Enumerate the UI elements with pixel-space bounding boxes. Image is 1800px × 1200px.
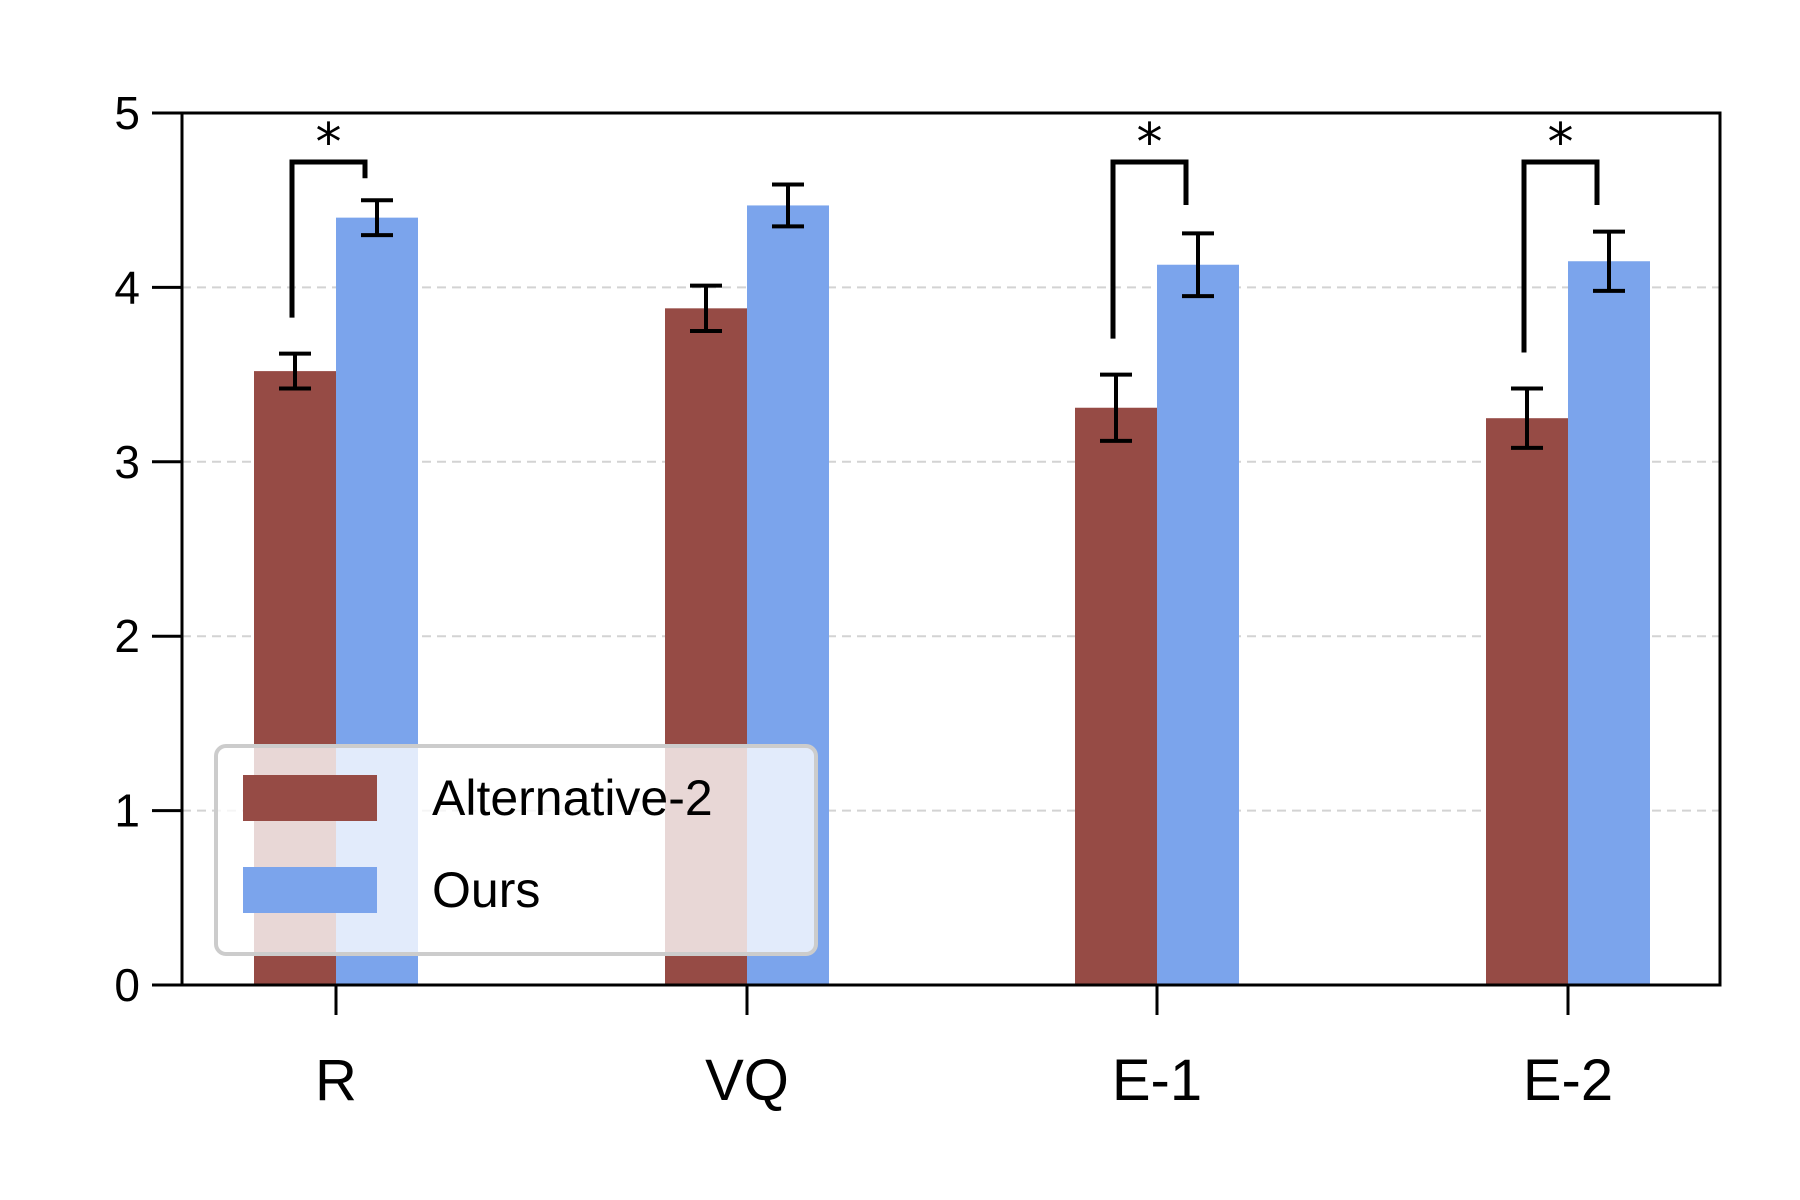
y-tick-label: 1: [114, 785, 140, 837]
y-tick-label: 5: [114, 87, 140, 139]
bar-ours-e-2: [1568, 261, 1650, 985]
x-tick-label: E-1: [1112, 1048, 1202, 1113]
x-tick-label: E-2: [1523, 1048, 1613, 1113]
legend-swatch: [243, 775, 377, 821]
significance-star: *: [316, 113, 342, 173]
y-tick-label: 4: [114, 261, 140, 313]
legend: Alternative-2 Ours: [214, 744, 818, 956]
significance-brackets: * * *: [289, 113, 1600, 353]
significance-bracket: [1521, 159, 1600, 353]
bar-alternative-2-e-1: [1075, 407, 1157, 986]
legend-label: Alternative-2: [432, 770, 713, 826]
axes: 0 1 2 3 4 5 R VQ E-1 E-2: [114, 87, 1613, 1113]
bar-alternative-2-e-2: [1486, 418, 1568, 985]
bar-ours-e-1: [1157, 264, 1239, 985]
legend-swatch: [243, 867, 377, 913]
y-tick-label: 0: [114, 959, 140, 1011]
x-tick-label: VQ: [705, 1048, 789, 1113]
significance-bracket: [1110, 159, 1189, 339]
x-tick-label: R: [315, 1048, 357, 1113]
legend-label: Ours: [432, 862, 540, 918]
y-tick-label: 3: [114, 436, 140, 488]
grid-lines: [182, 286, 1720, 812]
significance-star: *: [1137, 113, 1163, 173]
plot-frame: [180, 111, 1722, 987]
error-bars: [279, 182, 1625, 450]
significance-star: *: [1548, 113, 1574, 173]
y-tick-label: 2: [114, 610, 140, 662]
significance-bracket: [289, 159, 368, 318]
